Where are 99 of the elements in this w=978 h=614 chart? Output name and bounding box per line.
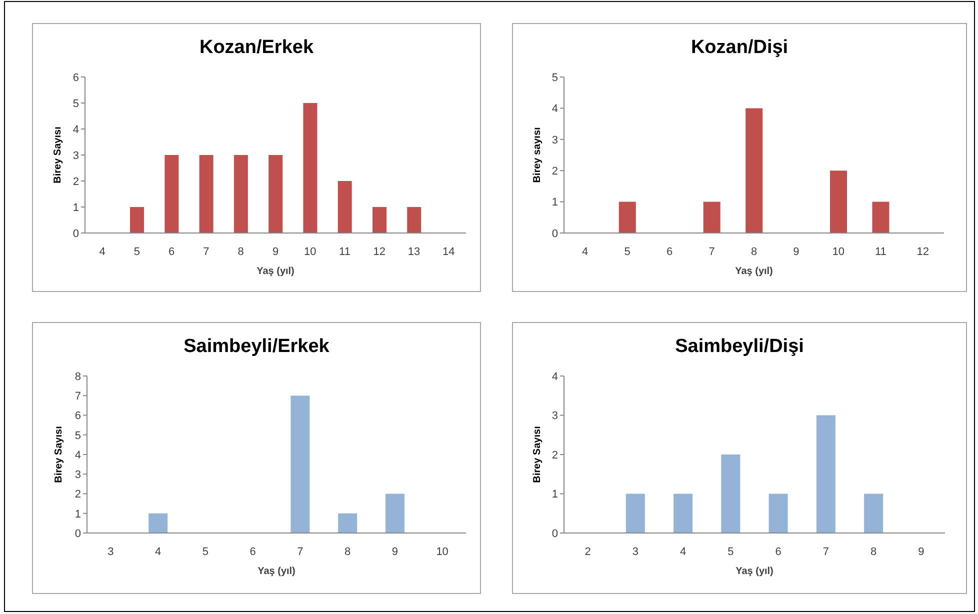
y-tick-label: 1	[72, 202, 79, 214]
y-tick-label: 4	[552, 103, 558, 116]
bar	[674, 494, 693, 533]
bar	[148, 513, 168, 533]
y-tick-label: 2	[552, 449, 558, 462]
x-axis-title: Yaş (yıl)	[256, 266, 294, 277]
x-tick-label: 6	[666, 246, 673, 258]
y-axis-title: Birey Sayısı	[52, 126, 64, 184]
y-tick-label: 3	[552, 134, 558, 146]
x-tick-label: 8	[238, 246, 244, 258]
y-tick-label: 2	[74, 488, 81, 501]
bar	[164, 155, 179, 233]
bar	[864, 494, 884, 533]
y-tick-label: 4	[74, 449, 81, 462]
y-tick-label: 0	[74, 528, 81, 540]
bar	[268, 155, 283, 233]
x-tick-label: 5	[134, 246, 140, 258]
y-tick-label: 5	[552, 72, 558, 84]
x-tick-label: 5	[202, 546, 208, 558]
x-tick-label: 9	[918, 546, 924, 558]
y-tick-label: 3	[552, 410, 558, 422]
chart-title: Kozan/Erkek	[198, 36, 315, 60]
x-tick-label: 6	[775, 546, 782, 558]
bar	[372, 207, 386, 233]
x-tick-label: 13	[408, 246, 420, 258]
y-tick-label: 2	[552, 166, 558, 178]
bar	[768, 494, 788, 533]
x-tick-label: 3	[108, 546, 114, 558]
chart-title: Saimbeyli/Erkek	[182, 335, 330, 359]
y-tick-label: 2	[72, 176, 79, 188]
x-tick-label: 10	[304, 246, 316, 258]
x-tick-label: 4	[582, 246, 588, 258]
bar	[816, 415, 836, 533]
y-axis-title: Birey sayısı	[532, 126, 544, 183]
x-tick-label: 2	[584, 546, 591, 558]
x-tick-label: 5	[728, 546, 734, 558]
x-tick-label: 4	[155, 546, 162, 558]
x-tick-label: 10	[436, 546, 448, 558]
y-tick-label: 6	[72, 72, 79, 84]
bar	[338, 181, 352, 233]
x-axis-title: Yaş (yıl)	[736, 566, 774, 577]
bar	[618, 202, 636, 233]
y-tick-label: 0	[552, 228, 558, 240]
y-tick-label: 4	[72, 124, 79, 136]
x-tick-label: 9	[272, 246, 279, 258]
bar	[872, 202, 890, 233]
bar	[703, 202, 720, 233]
x-tick-label: 12	[373, 246, 386, 258]
x-tick-label: 9	[392, 546, 398, 558]
chart-title: Saimbeyli/Dişi	[674, 335, 805, 359]
y-tick-label: 6	[74, 410, 81, 422]
x-tick-label: 5	[624, 246, 630, 258]
y-tick-label: 1	[552, 488, 558, 501]
x-axis-title: Yaş (yıl)	[735, 266, 773, 277]
x-tick-label: 7	[203, 246, 210, 258]
y-tick-label: 8	[74, 370, 81, 383]
x-tick-label: 11	[874, 246, 886, 258]
x-tick-label: 6	[250, 546, 256, 558]
x-tick-label: 4	[99, 246, 106, 258]
bar	[130, 207, 144, 233]
x-tick-label: 14	[442, 246, 455, 258]
x-tick-label: 7	[297, 546, 304, 558]
y-axis-title: Birey Sayısı	[532, 426, 544, 483]
x-tick-label: 6	[168, 246, 175, 258]
x-tick-label: 11	[339, 246, 350, 258]
bar	[234, 155, 248, 233]
bar	[199, 155, 214, 233]
bar	[830, 170, 847, 233]
y-tick-label: 0	[552, 528, 558, 540]
chart-title: Kozan/Dişi	[690, 36, 790, 60]
y-axis-title: Birey Sayısı	[54, 426, 65, 483]
bar	[290, 396, 310, 533]
x-tick-label: 8	[344, 546, 351, 558]
y-tick-label: 3	[74, 469, 81, 482]
y-tick-label: 5	[74, 430, 81, 442]
bar	[385, 494, 404, 533]
x-tick-label: 4	[680, 546, 686, 558]
x-tick-label: 3	[632, 546, 638, 558]
y-tick-label: 1	[552, 196, 558, 209]
x-tick-label: 12	[916, 246, 930, 258]
y-tick-label: 7	[74, 390, 81, 403]
bar	[407, 207, 422, 233]
y-tick-label: 1	[74, 508, 81, 520]
x-tick-label: 8	[870, 546, 877, 558]
x-tick-label: 7	[708, 246, 715, 258]
y-tick-label: 0	[72, 228, 79, 240]
y-tick-label: 3	[72, 150, 79, 162]
x-tick-label: 9	[793, 246, 800, 258]
bar	[721, 454, 740, 533]
bar	[626, 494, 645, 533]
x-axis-title: Yaş (yıl)	[258, 566, 296, 577]
x-tick-label: 10	[832, 246, 845, 258]
x-tick-label: 7	[822, 546, 829, 558]
bar	[338, 513, 358, 533]
y-tick-label: 5	[72, 98, 79, 110]
bar	[746, 108, 763, 233]
bar	[303, 103, 318, 233]
x-tick-label: 8	[750, 246, 758, 258]
y-tick-label: 4	[552, 370, 558, 383]
